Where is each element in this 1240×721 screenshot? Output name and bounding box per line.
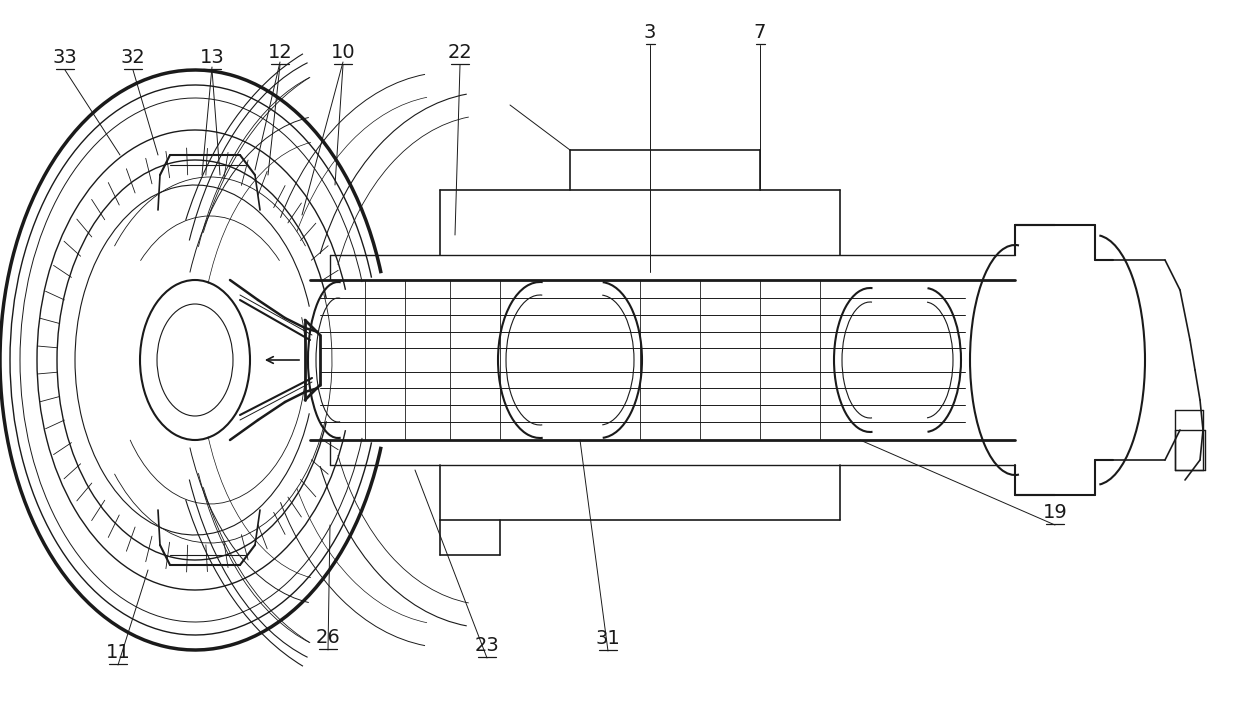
- Text: 19: 19: [1043, 503, 1068, 522]
- Text: 26: 26: [316, 628, 340, 647]
- Text: 32: 32: [120, 48, 145, 67]
- Text: 12: 12: [268, 43, 293, 62]
- Text: 11: 11: [105, 643, 130, 662]
- Text: 13: 13: [200, 48, 224, 67]
- Text: 10: 10: [331, 43, 356, 62]
- Text: 22: 22: [448, 43, 472, 62]
- Text: 33: 33: [52, 48, 77, 67]
- Text: 23: 23: [475, 636, 500, 655]
- Text: 3: 3: [644, 23, 656, 42]
- Text: 7: 7: [754, 23, 766, 42]
- Text: 31: 31: [595, 629, 620, 648]
